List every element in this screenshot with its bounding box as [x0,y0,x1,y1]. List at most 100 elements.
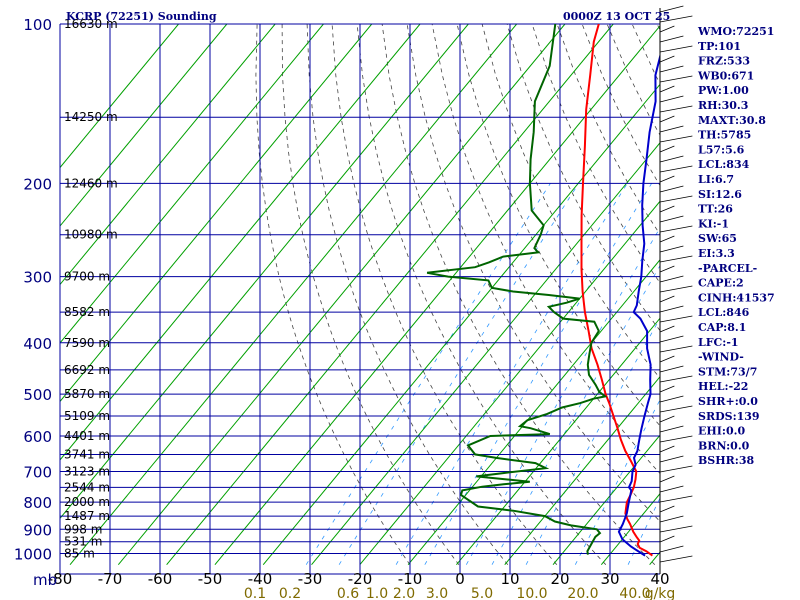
temperature-tick-label: -20 [348,570,373,588]
wind-barb [659,405,693,413]
index-label: -PARCEL- [698,262,757,275]
mixing-ratio-label: 1.0 [366,586,388,600]
mixing-ratio-line [338,183,580,565]
wind-barb [659,375,693,383]
height-label: 2000 m [64,495,110,509]
wind-barb [659,35,684,43]
height-label: 8582 m [64,305,110,319]
wind-barb [659,395,684,403]
mixing-ratio-label: 40.0 [619,586,650,600]
dry-adiabat-line [506,24,660,332]
index-label: BSHR:38 [698,454,754,467]
dry-adiabat-line [306,24,509,565]
index-label: SI:12.6 [698,188,742,201]
pressure-tick-label: 300 [23,269,52,287]
index-label: SHR+:0.0 [698,395,758,408]
isotherm-line [60,24,228,227]
wind-barb [659,385,675,393]
mixing-ratio-line [395,183,628,565]
isotherm-line [117,24,566,566]
isotherm-line [214,25,660,566]
wind-barb [659,535,675,543]
height-label: 14250 m [64,110,118,124]
wind-barb-column [659,5,693,574]
height-label: 6692 m [64,363,110,377]
wind-barb [659,135,693,143]
pressure-tick-label: 200 [23,175,52,193]
wind-barb [659,425,684,433]
height-label: 10980 m [64,228,118,242]
wind-barb [659,245,684,253]
wind-barb [659,455,684,463]
mixing-ratio-label: 0.2 [279,586,301,600]
index-label: EI:3.3 [698,247,735,260]
index-label: EHI:0.0 [698,425,745,438]
temperature-tick-label: -50 [198,570,223,588]
isotherm-lines [60,24,660,566]
temperature-tick-label: 40 [650,570,669,588]
index-label: LCL:834 [698,158,750,171]
dry-adiabat-line [255,24,411,565]
temperature-tick-label: 0 [455,570,465,588]
temperature-tick-label: -80 [48,570,73,588]
mixing-ratio-label: 10.0 [516,586,547,600]
parcel-path-line [617,52,660,557]
index-label: SRDS:139 [698,410,760,423]
dry-adiabat-lines [255,24,660,565]
isotherm-line [456,317,660,566]
index-label: RH:30.3 [698,99,748,112]
index-label: TH:5785 [698,129,751,142]
height-label: 5109 m [64,409,110,423]
wind-barb [659,55,675,63]
index-label: -WIND- [698,351,744,364]
temperature-tick-label: -40 [248,570,273,588]
index-label: LI:6.7 [698,173,734,186]
index-label: STM:73/7 [698,365,757,378]
wind-barb [659,475,675,483]
height-label: 531 m [64,535,102,549]
index-label: HEL:-22 [698,380,748,393]
chart-title: KCRP (72251) Sounding [66,10,217,23]
sounding-series [426,24,660,557]
wind-barb [659,125,684,133]
mixing-ratio-label: 20.0 [567,586,598,600]
wind-barb [659,415,675,423]
wind-barb [659,175,675,183]
height-label: 85 m [64,547,95,561]
temperature-tick-label: 30 [600,570,619,588]
wind-barb [659,515,684,523]
height-label: 7590 m [64,336,110,350]
wind-barb [659,235,675,243]
index-label: TT:26 [698,203,733,216]
wind-barb [659,355,675,363]
isotherm-line [60,24,469,520]
isotherm-line [166,24,614,566]
temperature-tick-label: -70 [98,570,123,588]
mixing-ratio-label: 0.1 [244,586,266,600]
height-label: 2544 m [64,480,110,494]
index-label: TP:101 [698,40,741,53]
index-label: MAXT:30.8 [698,114,766,127]
pressure-tick-label: 400 [23,335,52,353]
wind-barb [659,105,693,113]
wind-barb [659,345,693,353]
sounding-dewpoint-line [426,24,608,555]
temperature-tick-label: -30 [298,570,323,588]
mixing-ratio-line [305,183,551,565]
wind-barb [659,525,693,533]
height-label: 4401 m [64,429,110,443]
wind-barb [659,325,675,333]
pressure-tick-label: 700 [23,463,52,481]
wind-barb [659,165,693,173]
index-label: WB0:671 [697,69,754,82]
temperature-tick-labels: -80 -70 -60 -50 -40 -30 -20 -10 0 10 20 30 40 [48,570,670,588]
isotherm-line [552,434,660,566]
wind-barb [659,45,693,53]
mixing-ratio-label: 0.6 [337,586,359,600]
wind-barb [659,445,675,453]
wind-barb [659,115,675,123]
mixing-ratio-labels: 0.1 0.2 0.6 1.0 2.0 3.0 5.0 10.0 20.0 40.0g/kg [244,586,675,600]
index-label: KI:-1 [698,217,729,230]
mixing-ratio-line [465,227,660,565]
